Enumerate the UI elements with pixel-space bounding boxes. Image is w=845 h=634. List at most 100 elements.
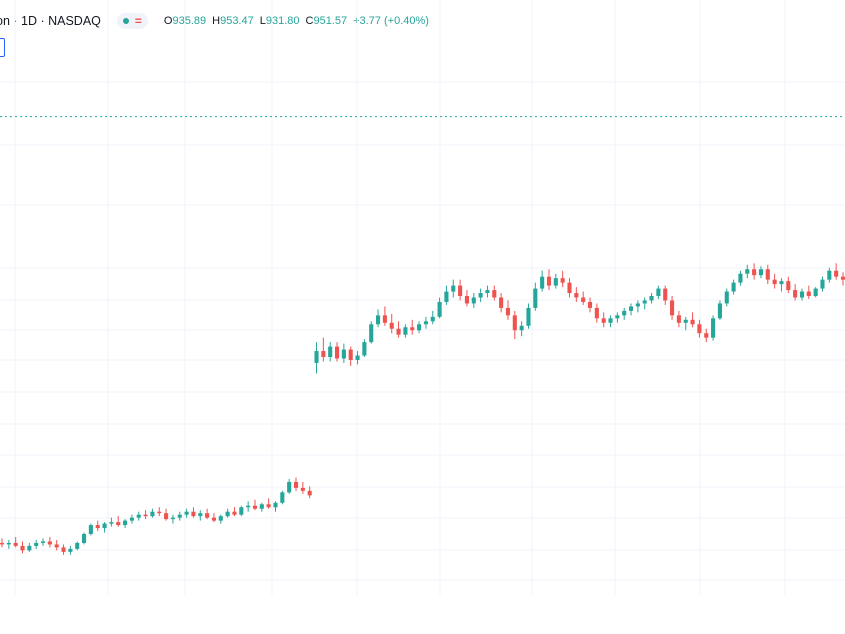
candle-down bbox=[574, 293, 579, 298]
candle-up bbox=[779, 281, 784, 285]
candle-down bbox=[752, 269, 757, 276]
candle-down bbox=[704, 333, 709, 338]
candle-down bbox=[505, 307, 511, 316]
candle-down bbox=[464, 296, 469, 304]
candle-down bbox=[307, 490, 312, 496]
candle-down bbox=[0, 542, 5, 545]
candle-up bbox=[287, 481, 292, 493]
candle-up bbox=[820, 279, 825, 289]
candle-down bbox=[191, 511, 196, 517]
candle-down bbox=[690, 319, 695, 325]
candle-up bbox=[745, 269, 750, 274]
candle-up bbox=[123, 520, 128, 526]
candle-down bbox=[697, 324, 702, 334]
candle-up bbox=[724, 291, 729, 304]
market-open-dot-icon bbox=[122, 18, 129, 24]
candle-down bbox=[840, 276, 845, 280]
candle-up bbox=[533, 288, 538, 308]
candle-down bbox=[157, 511, 162, 514]
candle-up bbox=[184, 511, 189, 515]
candle-down bbox=[300, 487, 305, 491]
candle-up bbox=[239, 507, 244, 515]
market-status-pill[interactable]: = bbox=[116, 13, 148, 29]
candle-up bbox=[758, 269, 764, 276]
candle-up bbox=[478, 293, 483, 298]
candle-up bbox=[273, 502, 278, 508]
candle-up bbox=[423, 321, 428, 325]
candle-down bbox=[266, 504, 271, 508]
candle-up bbox=[635, 303, 640, 307]
candle-down bbox=[670, 300, 675, 316]
candle-up bbox=[341, 349, 346, 359]
candle-up bbox=[109, 522, 114, 524]
candle-up bbox=[246, 505, 251, 508]
chart-grid bbox=[0, 0, 845, 595]
candle-down bbox=[786, 281, 791, 291]
candle-up bbox=[280, 492, 285, 503]
candle-up bbox=[683, 319, 688, 323]
candle-up bbox=[519, 325, 524, 331]
candle-up bbox=[129, 517, 134, 521]
candle-down bbox=[396, 328, 401, 335]
candle-down bbox=[492, 290, 497, 298]
candle-down bbox=[95, 525, 100, 529]
candle-down bbox=[164, 513, 169, 520]
candle-up bbox=[40, 541, 46, 543]
candle-up bbox=[150, 511, 155, 517]
candle-up bbox=[649, 296, 654, 301]
candle-up bbox=[485, 290, 490, 294]
candle-down bbox=[594, 307, 599, 319]
candle-up bbox=[471, 297, 476, 304]
candle-up bbox=[136, 514, 141, 518]
candle-down bbox=[410, 327, 415, 331]
candle-up bbox=[88, 525, 93, 535]
high-label: H bbox=[212, 15, 221, 27]
symbol-title[interactable]: on · 1D · NASDAQ bbox=[0, 14, 101, 28]
candle-up bbox=[451, 285, 456, 292]
candle-up bbox=[717, 303, 722, 319]
candle-up bbox=[656, 288, 661, 297]
candle-up bbox=[81, 534, 87, 543]
candle-up bbox=[526, 307, 531, 326]
candle-down bbox=[587, 301, 593, 308]
candle-down bbox=[676, 315, 681, 323]
candle-up bbox=[403, 327, 408, 335]
candle-down bbox=[252, 505, 258, 509]
close-value: 951.57 bbox=[313, 15, 348, 27]
candle-down bbox=[389, 322, 394, 329]
candle-down bbox=[806, 291, 811, 297]
candle-down bbox=[211, 517, 217, 521]
candle-up bbox=[225, 511, 230, 517]
candle-down bbox=[321, 351, 326, 357]
candle-down bbox=[20, 545, 25, 551]
candle-down bbox=[13, 542, 18, 546]
candle-down bbox=[772, 279, 777, 285]
candle-up bbox=[34, 542, 39, 546]
candle-up bbox=[170, 517, 175, 520]
candle-down bbox=[54, 544, 59, 548]
candle-up bbox=[430, 316, 435, 322]
candle-down bbox=[512, 315, 517, 331]
candle-down bbox=[293, 481, 299, 488]
candle-down bbox=[601, 318, 606, 323]
candle-up bbox=[615, 315, 620, 319]
candle-down bbox=[834, 270, 839, 277]
candle-down bbox=[581, 297, 586, 302]
candle-down bbox=[382, 315, 387, 323]
candle-up bbox=[68, 548, 73, 552]
candle-up bbox=[6, 542, 11, 545]
open-value: 935.89 bbox=[172, 15, 207, 27]
candle-up bbox=[218, 516, 223, 521]
candle-up bbox=[642, 300, 647, 304]
collapse-toggle-icon[interactable] bbox=[0, 38, 5, 57]
candle-up bbox=[328, 346, 333, 357]
candle-up bbox=[731, 282, 736, 292]
candle-down bbox=[232, 511, 237, 515]
candle-down bbox=[348, 349, 353, 360]
candle-up bbox=[799, 291, 805, 298]
open-label: O bbox=[163, 15, 173, 27]
candle-down bbox=[334, 346, 340, 359]
candle-up bbox=[813, 288, 818, 297]
candle-up bbox=[376, 315, 381, 325]
